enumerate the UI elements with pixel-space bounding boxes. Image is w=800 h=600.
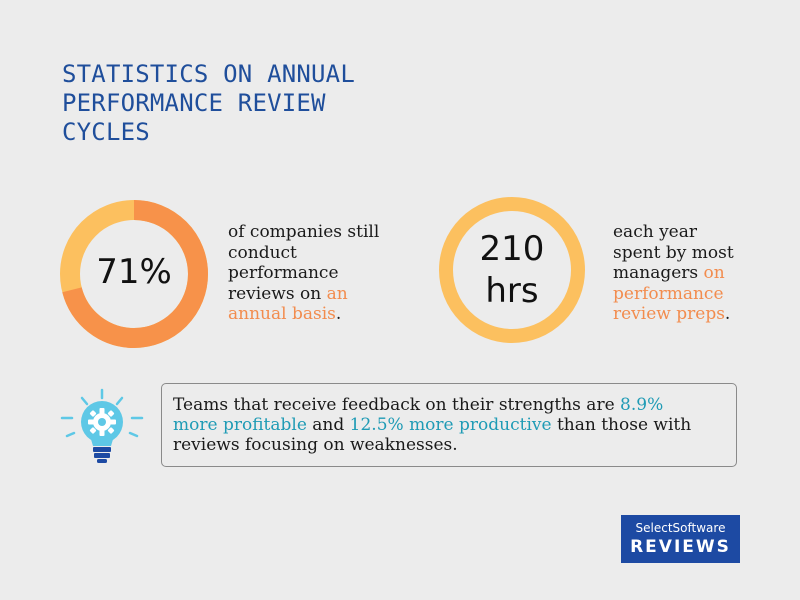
desc-highlight: annual basis — [228, 304, 336, 324]
insight-text: and — [306, 415, 350, 435]
insight-line: Teams that receive feedback on their str… — [173, 395, 725, 415]
desc-highlight: an — [326, 283, 348, 304]
brand-logo: SelectSoftware REVIEWS — [621, 515, 740, 563]
desc-line: performance — [228, 263, 339, 283]
desc-highlight: on — [703, 263, 725, 283]
desc-line: performance — [613, 283, 724, 304]
brand-name: SelectSoftware — [635, 521, 726, 535]
donut-chart — [60, 200, 208, 348]
title-line: STATISTICS ON ANNUAL — [62, 60, 355, 88]
desc-line: managers on — [613, 263, 734, 284]
insight-text: than those with — [551, 415, 692, 435]
desc-line: reviews on an — [228, 284, 379, 305]
desc-text: . — [335, 304, 342, 324]
insight-text: Teams that receive feedback on their str… — [173, 395, 621, 415]
desc-highlight: review preps — [613, 304, 725, 324]
desc-line: spent by most — [613, 242, 734, 263]
title-line: CYCLES — [62, 118, 150, 146]
desc-line: review preps. — [613, 304, 734, 325]
insight-highlight: more profitable — [173, 415, 307, 435]
desc-line: annual basis. — [228, 304, 379, 325]
brand-tagline: REVIEWS — [630, 537, 731, 557]
desc-text: . — [724, 304, 731, 324]
lightbulb-gear-icon — [58, 388, 154, 468]
desc-line: each year — [613, 222, 697, 242]
insight-callout: Teams that receive feedback on their str… — [161, 383, 737, 467]
desc-text: managers — [613, 263, 704, 283]
desc-text: reviews on — [228, 283, 327, 304]
stat-value-unit: hrs — [485, 271, 539, 311]
page-title: STATISTICS ON ANNUAL PERFORMANCE REVIEW … — [62, 60, 462, 147]
stat-description: each year spent by most managers on perf… — [613, 222, 734, 325]
ring-track — [439, 197, 585, 343]
title-line: PERFORMANCE REVIEW — [62, 89, 326, 117]
desc-line: conduct — [228, 242, 297, 263]
stat-donut-71 — [58, 198, 210, 350]
insight-highlight: 8.9% — [620, 395, 664, 415]
insight-highlight: 12.5% more productive — [349, 415, 552, 435]
stat-value: 71% — [96, 252, 172, 292]
ring-chart — [439, 197, 585, 343]
stat-value: 210 hrs — [436, 228, 588, 312]
stat-value-number: 210 — [479, 229, 545, 269]
insight-line: reviews focusing on weaknesses. — [173, 435, 458, 455]
donut-progress-arc — [60, 200, 208, 348]
stat-description: of companies still conduct performance r… — [228, 222, 379, 325]
desc-line: of companies still — [228, 222, 380, 242]
insight-line: more profitable and 12.5% more productiv… — [173, 415, 725, 435]
stat-ring-210 — [436, 194, 588, 346]
